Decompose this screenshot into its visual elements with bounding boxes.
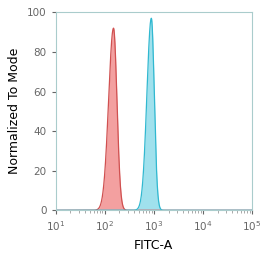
Y-axis label: Normalized To Mode: Normalized To Mode — [8, 48, 21, 174]
X-axis label: FITC-A: FITC-A — [134, 239, 173, 252]
